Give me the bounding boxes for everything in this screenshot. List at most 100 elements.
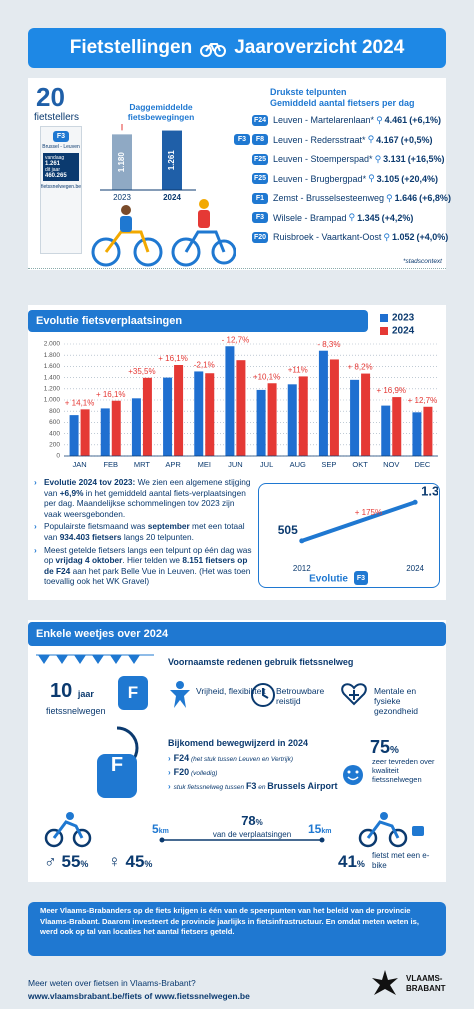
chart-title: Evolutie [309,574,348,585]
x-tick-label: NOV [383,460,399,469]
section-title: Evolutie fietsverplaatsingen [28,310,368,332]
badges: F25 [230,153,270,165]
bar [381,405,391,456]
route-badge: F24 [251,114,268,126]
signposting-title: Bijkomend bewegwijzerd in 2024 [168,738,309,748]
note: *stadscontext [402,258,442,265]
anniversary-label: fietssnelwegen [46,706,106,716]
reason: Mentale en fysieke gezondheid [374,686,418,716]
x-tick-label: 2012 [293,564,311,573]
annotation: -2,1% [194,361,215,370]
busiest-row: F25 Leuven - Stoemperspad* ⚲ 3.131 (+16,5%) [230,151,444,167]
change: (+4,0%) [416,232,449,242]
bike-icon: ⚲ [348,212,356,222]
annotation: + 175% [355,508,382,517]
location: Ruisbroek - Vaartkant-Oost [273,232,382,242]
bullet-mark: › [168,768,171,777]
distance-line [44,812,424,848]
display-value: 460.265 [45,173,67,179]
footer-links: www.vlaamsbrabant.be/fiets of www.fietss… [28,991,250,1001]
footer-text: Meer Vlaams-Brabanders op de fiets krijg… [28,902,446,956]
satisfaction-label: zeer tevreden over kwaliteit fietssnelwe… [372,757,435,784]
bar [236,360,246,456]
badges: F24 [230,114,270,126]
sign-item: › stuk fietssnelweg tussen F3 en Brussels… [168,780,378,794]
unit: jaar [77,689,94,699]
busiest-subtitle: Gemiddeld aantal fietsers per dag [270,98,415,108]
number: 55 [61,852,81,871]
busiest-title: Drukste telpunten [270,87,347,97]
text-segment: Populairste fietsmaand was [44,521,148,532]
change: (+20,4%) [401,173,438,184]
text-segment: (volledig) [189,770,218,777]
bar [350,379,360,456]
count: 4.167 [376,134,399,145]
title: Fietstellingen [69,37,193,58]
route-badge: F8 [252,134,268,145]
count: 4.461 [384,115,408,125]
reason-icons [170,681,367,708]
display-value: 1.261 [45,161,61,167]
change: (+6,1%) [409,115,441,125]
text-segment: stuk fietssnelweg tussen [173,784,246,791]
annotation: +11% [288,366,308,375]
reason: Vrijheid, flexibiliteit [196,686,266,696]
x-tick-label: 2023 [113,193,131,202]
y-tick-label: 400 [49,430,60,437]
y-tick-label: 1.400 [44,374,61,381]
y-tick-label: 600 [49,419,60,426]
text-segment: langs 20 telpunten. [121,531,194,542]
number: 15 [308,822,322,836]
unit: % [80,859,89,869]
badges: F20 [230,231,270,243]
gender-male: ♂ 55% [44,852,89,871]
bike-icon: ⚲ [376,114,383,125]
busiest-row: F1 Zemst - Brusselsesteenweg ⚲ 1.646 (+6,8%) [230,190,451,206]
change: (+0,5%) [400,134,433,145]
bar [131,398,141,456]
change: (+16,5%) [407,154,445,164]
text-segment: vrijdag 4 oktober [55,555,123,566]
text-segment: (het stuk tussen Leuven en Vertrijk) [189,756,293,763]
ground-line [28,268,446,269]
bar [298,376,308,456]
badges: F3 [230,212,270,223]
bar [361,373,371,456]
x-tick-label: FEB [103,460,118,469]
text-segment: en [256,784,268,791]
number: 78 [241,813,256,828]
bike-icon: ⚲ [386,192,393,203]
distance-share: 78% [222,813,282,828]
bullet-mark: › [168,782,171,791]
sign-item: › F20 (volledig) [168,766,378,780]
bar [205,373,215,456]
text-segment: aan het park Belle Vue in Leuven. (Het w… [44,565,251,587]
bullet-mark: › [168,754,171,763]
busiest-row: F20 Ruisbroek - Vaartkant-Oost ⚲ 1.052 (+4,0… [230,229,448,245]
unit: km [321,828,332,835]
main-chart: 0 200 400 600 800 1.000 1.200 1.400 1.600 1.800 2.… [44,313,438,469]
number: 5 [152,822,159,836]
text-segment: in het gemiddeld aantal fiets-verplaatsi… [44,487,246,519]
text-segment: . Hier telden we [122,555,183,566]
busiest-list: F24 Leuven - Martelarenlaan* ⚲ 4.461 (+6,1%)… [230,112,451,252]
counter-number: 20 [36,82,65,112]
bar [162,130,182,190]
number: 45 [125,852,145,871]
display-badge: F3 [53,131,69,142]
section-title: Enkele weetjes over 2024 [28,622,446,646]
bar [194,371,204,456]
badge: F3 [357,575,365,582]
y-tick-label: 1.200 [44,386,61,393]
text-segment: +6,9% [59,487,84,498]
location: Wilsele - Brampad [273,212,347,223]
y-tick-label: 1.000 [44,397,61,404]
text-segment: Meest getelde fietsers langs een telpunt… [44,544,252,566]
legend-swatch [380,314,388,322]
count: 1.345 [357,212,380,223]
bullet-mark: › [34,477,37,487]
bullet: › Evolutie 2024 tov 2023: We zien een alg… [34,477,252,519]
annotation: + 12,7% [408,396,438,405]
count: 3.131 [383,154,406,164]
satisfaction-value: 75% [370,737,399,758]
